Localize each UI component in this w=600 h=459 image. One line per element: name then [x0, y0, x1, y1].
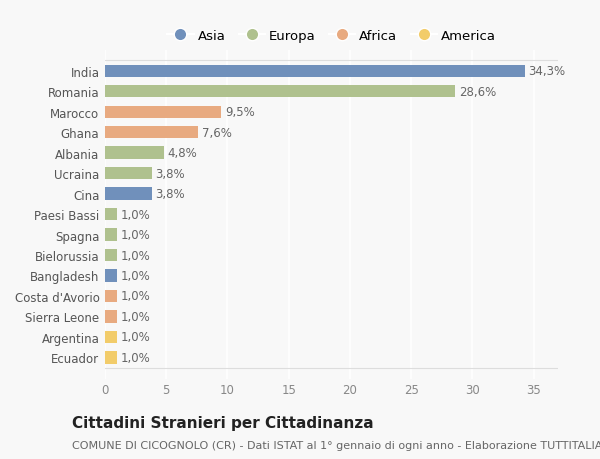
Bar	[105, 127, 198, 139]
Bar	[105, 65, 525, 78]
Text: COMUNE DI CICOGNOLO (CR) - Dati ISTAT al 1° gennaio di ogni anno - Elaborazione : COMUNE DI CICOGNOLO (CR) - Dati ISTAT al…	[72, 440, 600, 450]
Text: 1,0%: 1,0%	[121, 310, 151, 323]
Text: Cittadini Stranieri per Cittadinanza: Cittadini Stranieri per Cittadinanza	[72, 415, 374, 431]
Text: 1,0%: 1,0%	[121, 290, 151, 303]
Text: 1,0%: 1,0%	[121, 330, 151, 344]
Text: 3,8%: 3,8%	[155, 167, 185, 180]
Bar	[105, 168, 152, 180]
Text: 1,0%: 1,0%	[121, 269, 151, 282]
Bar	[105, 106, 221, 118]
Bar	[105, 290, 117, 302]
Text: 28,6%: 28,6%	[459, 85, 496, 99]
Bar	[105, 188, 152, 200]
Text: 3,8%: 3,8%	[155, 188, 185, 201]
Bar	[105, 229, 117, 241]
Text: 1,0%: 1,0%	[121, 249, 151, 262]
Text: 7,6%: 7,6%	[202, 126, 232, 140]
Bar	[105, 249, 117, 262]
Text: 1,0%: 1,0%	[121, 351, 151, 364]
Text: 1,0%: 1,0%	[121, 208, 151, 221]
Bar	[105, 208, 117, 221]
Bar	[105, 352, 117, 364]
Legend: Asia, Europa, Africa, America: Asia, Europa, Africa, America	[162, 24, 501, 48]
Bar	[105, 311, 117, 323]
Text: 34,3%: 34,3%	[529, 65, 566, 78]
Bar	[105, 331, 117, 343]
Bar	[105, 270, 117, 282]
Bar	[105, 86, 455, 98]
Text: 1,0%: 1,0%	[121, 229, 151, 241]
Text: 4,8%: 4,8%	[167, 147, 197, 160]
Text: 9,5%: 9,5%	[225, 106, 255, 119]
Bar	[105, 147, 164, 159]
